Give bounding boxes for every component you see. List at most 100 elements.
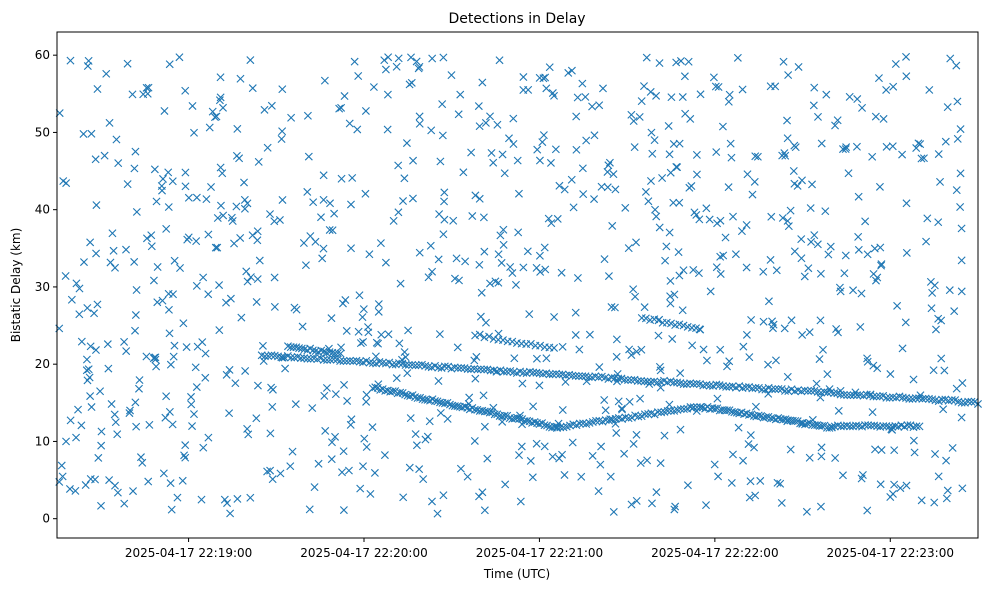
data-point: [582, 136, 591, 145]
data-point: [686, 114, 695, 123]
data-point: [123, 180, 132, 189]
data-point: [361, 189, 370, 198]
data-point: [629, 285, 638, 294]
data-point: [627, 351, 636, 360]
data-point: [695, 215, 704, 224]
data-point: [630, 143, 639, 152]
data-point: [679, 380, 688, 389]
data-point: [757, 412, 766, 420]
data-point: [331, 390, 340, 399]
data-point: [863, 506, 872, 515]
data-point: [424, 362, 433, 371]
data-point: [942, 494, 951, 503]
data-point: [268, 402, 277, 411]
data-point: [572, 112, 581, 121]
data-point: [384, 330, 393, 339]
data-point: [758, 385, 767, 394]
data-point: [654, 331, 663, 340]
data-point: [544, 214, 553, 223]
data-point: [555, 370, 564, 379]
data-point: [678, 306, 687, 315]
data-point: [411, 361, 420, 370]
data-point: [768, 317, 777, 326]
data-point: [846, 391, 855, 400]
data-point: [858, 103, 867, 112]
data-point: [909, 436, 918, 445]
data-point: [709, 73, 718, 82]
data-point: [317, 213, 325, 222]
data-point: [668, 334, 677, 343]
data-point: [232, 202, 241, 211]
data-point: [672, 58, 681, 67]
data-point: [673, 405, 682, 414]
data-point: [797, 235, 806, 244]
data-point: [800, 386, 809, 395]
data-point: [190, 128, 199, 137]
data-point: [816, 316, 825, 325]
data-point: [499, 225, 508, 234]
data-point: [868, 408, 877, 417]
data-point: [419, 475, 428, 484]
data-point: [871, 112, 880, 121]
data-point: [783, 116, 792, 125]
data-point: [903, 421, 912, 430]
data-point: [158, 174, 167, 183]
data-point: [561, 371, 570, 380]
data-point: [75, 310, 84, 319]
data-point: [753, 152, 762, 161]
data-point: [845, 92, 854, 101]
data-point: [248, 84, 257, 93]
data-point: [480, 365, 489, 374]
data-point: [376, 239, 385, 248]
data-point: [465, 393, 474, 402]
data-point: [67, 295, 76, 304]
data-point: [277, 353, 286, 362]
data-point: [541, 265, 550, 274]
data-point: [902, 199, 911, 208]
data-point: [762, 413, 771, 422]
data-point: [535, 381, 544, 390]
data-point: [663, 407, 672, 415]
data-point: [600, 255, 609, 264]
data-point: [545, 370, 554, 379]
data-point: [267, 383, 276, 392]
data-point: [550, 313, 559, 322]
data-point: [541, 73, 550, 82]
data-point: [167, 505, 176, 514]
data-point: [508, 414, 517, 423]
data-point: [702, 380, 711, 389]
data-point: [440, 362, 449, 371]
data-point: [766, 255, 775, 264]
data-point: [263, 143, 272, 152]
data-point: [339, 447, 348, 456]
data-point: [739, 456, 748, 465]
data-point: [530, 418, 539, 427]
data-point: [919, 154, 928, 163]
data-point: [152, 197, 161, 206]
data-point: [233, 494, 242, 503]
data-point: [627, 110, 636, 119]
data-point: [647, 499, 656, 508]
data-point: [329, 355, 338, 364]
data-point: [620, 375, 629, 384]
data-point: [135, 376, 144, 385]
data-point: [92, 249, 101, 258]
data-point: [222, 370, 231, 379]
data-point: [412, 441, 421, 450]
data-point: [192, 237, 201, 246]
data-point: [610, 374, 619, 383]
data-point: [568, 371, 577, 380]
data-point: [436, 408, 445, 417]
data-point: [204, 433, 213, 442]
data-point: [653, 408, 662, 417]
data-point: [337, 174, 346, 183]
data-point: [542, 84, 551, 93]
data-point: [702, 204, 711, 213]
data-point: [838, 145, 847, 154]
data-point: [958, 379, 967, 388]
data-point: [643, 377, 652, 386]
data-point: [710, 460, 719, 469]
data-point: [173, 493, 182, 502]
data-point: [665, 228, 674, 237]
y-tick-label: 10: [35, 434, 50, 448]
